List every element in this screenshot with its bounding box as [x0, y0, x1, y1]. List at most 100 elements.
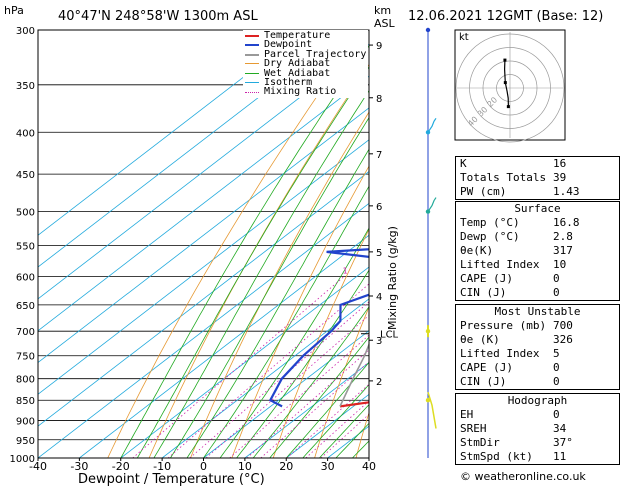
- surface-row: Temp (°C) 16.8: [460, 216, 580, 229]
- pressure-tick-label: 850: [16, 396, 35, 407]
- location-title: 40°47'N 248°58'W 1300m ASL: [58, 9, 258, 24]
- temp-tick-label: 30: [321, 460, 335, 473]
- hodograph-point: [503, 58, 507, 62]
- hodograph-point: [506, 105, 510, 109]
- wet-adiabat-line: [319, 404, 369, 458]
- chart-curves: [268, 248, 369, 408]
- wet-adiabat-line: [285, 361, 369, 458]
- index-row-pw: PW (cm) 1.43: [460, 185, 580, 198]
- temp-tick-label: -20: [112, 460, 130, 473]
- surface-table: Surface Temp (°C) 16.8 Dewp (°C) 2.8 θe(K)…: [455, 201, 620, 301]
- km-tick-label: 4: [376, 292, 382, 303]
- most-unstable-title: Most Unstable: [494, 305, 581, 318]
- mixing-ratio-line: [229, 334, 369, 458]
- temp-tick-label: 40: [362, 460, 376, 473]
- dry-adiabat-line: [314, 306, 369, 458]
- isotherm-line: [79, 234, 369, 458]
- mixing-ratio-line: [260, 361, 369, 458]
- wet-adiabat-line: [302, 383, 369, 458]
- pressure-tick-label: 350: [16, 81, 35, 92]
- hodograph-table-title: Hodograph: [507, 394, 568, 407]
- hodo-row: StmDir 37°: [460, 436, 573, 449]
- wet-adiabat-line: [153, 89, 369, 458]
- pressure-tick-label: 800: [16, 375, 35, 386]
- surface-row: CIN (J) 0: [460, 286, 560, 299]
- isotherm-line: [38, 171, 369, 427]
- wet-adiabat-line: [203, 185, 369, 458]
- legend-item-temperature: Temperature: [245, 30, 366, 41]
- mu-row: Lifted Index 5: [460, 347, 560, 360]
- isotherm-line: [203, 330, 369, 458]
- temp-tick-label: -30: [70, 460, 88, 473]
- isotherm-line: [38, 30, 347, 268]
- isotherm-line: [38, 43, 369, 300]
- temp-tick-label: 0: [200, 460, 207, 473]
- mixing-ratio-line: [167, 283, 369, 458]
- chart-axes: 3003504004505005506006507007508008509009…: [10, 26, 399, 473]
- isotherm-line: [38, 30, 306, 236]
- isotherm-line: [244, 362, 369, 458]
- wind-marker: [425, 398, 431, 403]
- legend-item-dewpoint: Dewpoint: [245, 40, 366, 50]
- mu-row: CIN (J) 0: [460, 375, 560, 388]
- dry-adiabat-line: [231, 165, 369, 458]
- mixing-ratio-line: [320, 413, 369, 458]
- credit-text[interactable]: © weatheronline.co.uk: [460, 470, 586, 483]
- surface-title: Surface: [514, 202, 561, 215]
- legend-item-dry-adiabat: Dry Adiabat: [245, 58, 366, 69]
- km-tick-label: 6: [376, 202, 382, 213]
- wet-adiabat-line: [236, 269, 369, 458]
- km-label: km: [374, 4, 391, 17]
- mixing-ratio-label: 6: [434, 266, 439, 275]
- pressure-tick-label: 900: [16, 417, 35, 428]
- wind-barb: [427, 117, 437, 133]
- mixing-ratio-line: [205, 314, 369, 458]
- hodo-row: SREH 34: [460, 422, 567, 435]
- wet-adiabat-line: [120, 44, 369, 458]
- isotherm-line: [38, 107, 369, 364]
- temp-tick-label: 10: [238, 460, 252, 473]
- wind-marker: [425, 27, 431, 33]
- hpa-label: hPa: [4, 4, 24, 17]
- index-row-k: K 16: [460, 157, 567, 170]
- wet-adiabat-line: [136, 66, 369, 458]
- mixing-ratio-line: [189, 301, 369, 458]
- pressure-tick-label: 550: [16, 241, 35, 252]
- isotherm-line: [38, 202, 369, 458]
- temp-tick-label: 20: [279, 460, 293, 473]
- km-tick-label: 7: [376, 150, 382, 161]
- wet-adiabat-line: [252, 306, 369, 458]
- legend-item-mixing-ratio: Mixing Ratio: [245, 87, 366, 97]
- indices-table: K 16 Totals Totals 39 PW (cm) 1.43: [455, 156, 620, 200]
- chart-legend: Temperature Dewpoint Parcel Trajectory D…: [243, 30, 369, 98]
- surface-row: Lifted Index 10: [460, 258, 567, 271]
- most-unstable-table: Most Unstable Pressure (mb) 700 θe (K) 326…: [455, 304, 620, 390]
- legend-item-isotherm: Isotherm: [245, 77, 366, 88]
- isotherm-line: [38, 139, 369, 395]
- mixing-ratio-line: [246, 349, 369, 458]
- km-tick-label: 2: [376, 377, 382, 388]
- pressure-tick-label: 650: [16, 301, 35, 312]
- wind-barb: [427, 391, 437, 429]
- hodograph-trace: [503, 60, 509, 107]
- temp-tick-label: -40: [29, 460, 47, 473]
- surface-row: Dewp (°C) 2.8: [460, 230, 573, 243]
- mixing-ratio-line: [286, 383, 369, 458]
- wind-profile: [425, 27, 437, 458]
- pressure-tick-label: 750: [16, 352, 35, 363]
- temp-tick-label: -10: [153, 460, 171, 473]
- pressure-tick-label: 1000: [10, 454, 35, 465]
- pressure-tick-label: 400: [16, 128, 35, 139]
- isotherm-line: [38, 75, 369, 332]
- km-tick-label: 5: [376, 248, 382, 259]
- mixing-ratio-label: 2: [376, 266, 381, 275]
- surface-row: CAPE (J) 0: [460, 272, 560, 285]
- dewpoint-curve: [268, 248, 369, 408]
- wet-adiabat-line: [219, 227, 369, 458]
- pressure-tick-label: 300: [16, 26, 35, 37]
- hodo-row: StmSpd (kt) 11: [460, 450, 567, 463]
- hodograph-point: [503, 81, 507, 85]
- asl-label: ASL: [374, 17, 396, 30]
